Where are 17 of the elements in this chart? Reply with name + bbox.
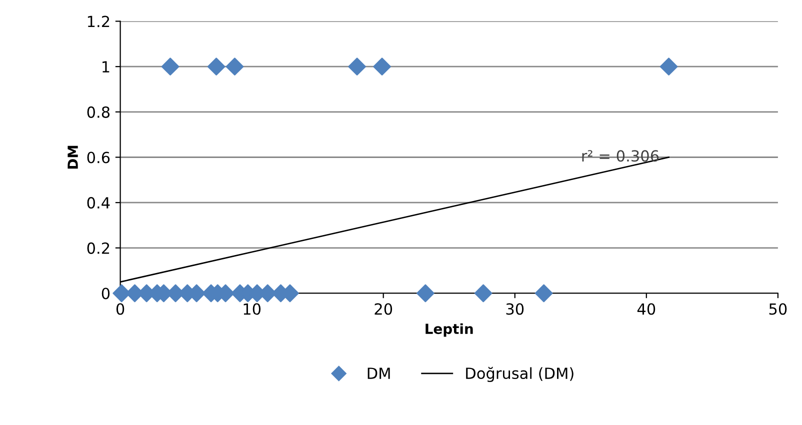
legend-label: DM [368, 368, 390, 379]
x-tick-label: 10 [244, 303, 261, 315]
y-tick-label: 1 [102, 61, 110, 72]
y-tick-label: 1.2 [88, 16, 110, 28]
y-tick-label: 0.6 [87, 152, 110, 164]
y-tick-label: 0.2 [87, 242, 110, 254]
x-tick-label: 30 [506, 303, 524, 315]
x-tick-label: 50 [769, 303, 787, 315]
y-axis-title: DM [68, 146, 78, 169]
x-tick-label: 20 [374, 303, 392, 315]
x-tick-label: 40 [637, 303, 656, 315]
x-axis-title: Leptin [426, 323, 473, 337]
legend-label: Doğrusal (DM) [466, 366, 574, 382]
y-tick-label: 0.4 [87, 197, 110, 209]
x-tick-label: 0 [116, 303, 124, 315]
y-tick-label: 0 [102, 288, 110, 300]
y-tick-label: 0.8 [87, 106, 110, 118]
